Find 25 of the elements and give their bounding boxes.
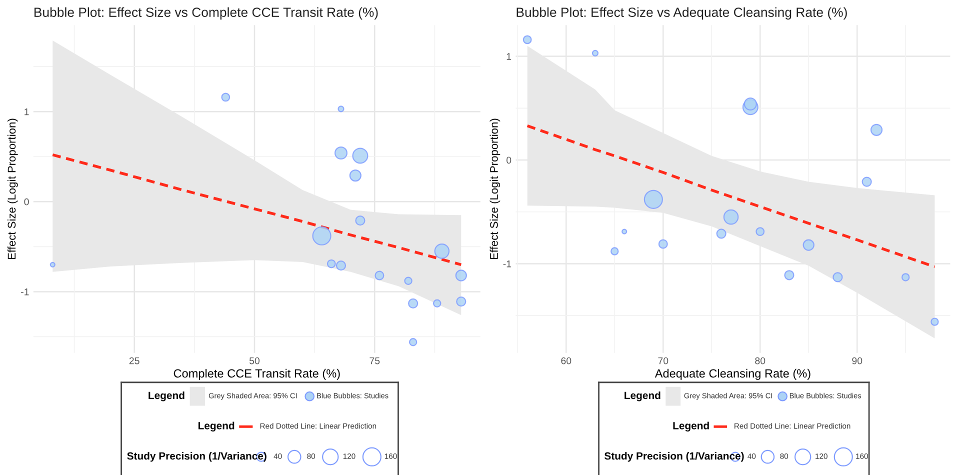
text: Study Precision (1/Variance) bbox=[127, 452, 266, 462]
y-tick-label: 0 bbox=[24, 198, 29, 206]
y-tick-label: 1 bbox=[506, 53, 512, 60]
x-tick-label: 60 bbox=[561, 357, 572, 364]
x-axis-title: Adequate Cleansing Rate (%) bbox=[654, 368, 810, 380]
x-tick-label: 75 bbox=[370, 357, 380, 364]
text: Study Precision (1/Variance) bbox=[604, 452, 744, 462]
legend-title: Legend bbox=[148, 391, 184, 402]
x-tick-label: 25 bbox=[129, 357, 140, 364]
y-axis-title: Effect Size (Logit Proportion) bbox=[490, 118, 500, 260]
y-tick-label: -1 bbox=[21, 288, 29, 296]
legend-title: Legend bbox=[624, 391, 660, 402]
x-axis-title: Complete CCE Transit Rate (%) bbox=[174, 368, 340, 380]
y-axis-title: Effect Size (Logit Proportion) bbox=[7, 118, 18, 260]
x-tick-label: 90 bbox=[852, 357, 862, 364]
chart-title: Bubble Plot: Effect Size vs Adequate Cleansing Rate (%) bbox=[516, 7, 847, 20]
x-tick-label: 70 bbox=[658, 357, 668, 364]
y-tick-label: -1 bbox=[503, 260, 512, 268]
x-tick-label: 50 bbox=[249, 357, 260, 364]
chart-title: Bubble Plot: Effect Size vs Complete CCE Transit Rate (%) bbox=[34, 7, 378, 20]
x-tick-label: 80 bbox=[755, 357, 766, 364]
y-tick-label: 0 bbox=[506, 156, 512, 164]
text: Legend bbox=[198, 422, 234, 432]
text: Legend bbox=[673, 422, 709, 432]
y-tick-label: 1 bbox=[24, 108, 29, 116]
